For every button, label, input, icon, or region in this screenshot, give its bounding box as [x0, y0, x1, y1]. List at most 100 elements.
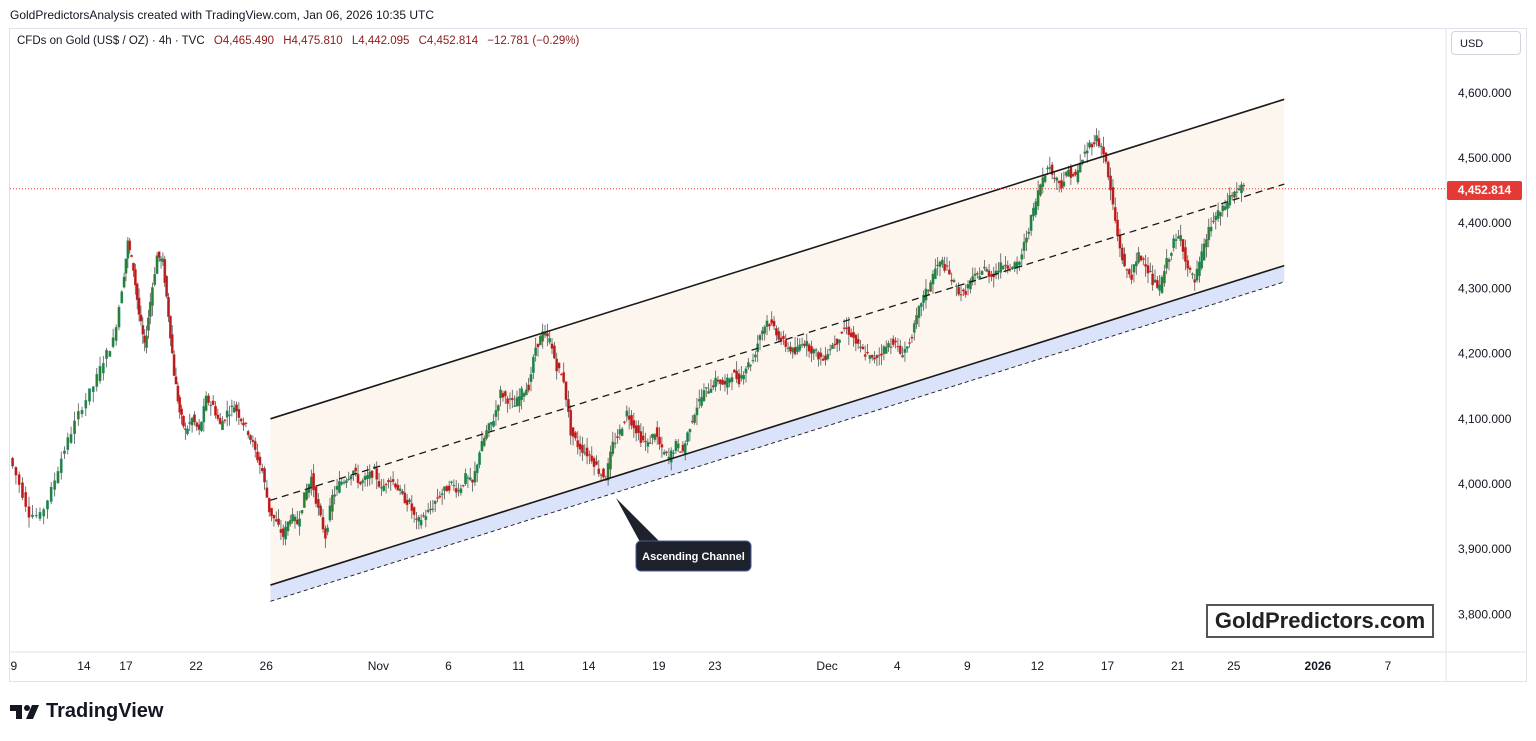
candle-body — [954, 285, 958, 287]
candle-body — [1057, 180, 1061, 184]
x-tick-label: 14 — [582, 659, 596, 673]
candle-body — [270, 507, 273, 517]
last-price-label: 4,452.814 — [1447, 181, 1522, 200]
candle-body — [182, 415, 185, 427]
candle-body — [1092, 142, 1096, 145]
candle-body — [896, 346, 900, 348]
candle-body — [768, 324, 771, 327]
candle-body — [1111, 186, 1115, 205]
candle-body — [232, 407, 236, 413]
candle-body — [452, 484, 456, 487]
candle-body — [936, 264, 939, 267]
candle-body — [1027, 231, 1031, 234]
candle-body — [709, 388, 713, 393]
candle-body — [538, 335, 542, 346]
candle-body — [817, 352, 820, 360]
candle-body — [983, 266, 986, 269]
candle-body — [396, 484, 400, 491]
candle-body — [590, 455, 594, 462]
tradingview-logo[interactable]: TradingView — [10, 700, 163, 723]
candle-body — [1102, 146, 1105, 155]
candle-body — [777, 330, 781, 340]
candle-body — [861, 346, 865, 350]
candle-body — [1022, 241, 1026, 251]
candle-body — [485, 430, 488, 439]
candle-body — [810, 346, 813, 354]
candle-body — [915, 315, 918, 325]
candle-body — [581, 444, 584, 453]
candle-body — [328, 505, 332, 521]
candle-body — [27, 506, 31, 518]
candle-body — [1158, 284, 1162, 291]
candle-body — [536, 343, 540, 348]
candle-body — [312, 473, 316, 491]
x-tick-label: 14 — [77, 659, 91, 673]
candle-body — [1226, 202, 1229, 209]
y-tick-label: 3,900.000 — [1458, 542, 1512, 556]
candle-body — [746, 362, 750, 368]
candle-body — [1064, 172, 1068, 176]
candle-body — [122, 276, 126, 288]
candle-body — [618, 429, 622, 435]
candle-body — [1141, 258, 1145, 261]
candle-body — [1055, 177, 1059, 181]
tradingview-icon — [10, 704, 39, 719]
candle-body — [384, 483, 388, 486]
candle-body — [1137, 252, 1140, 263]
candle-body — [321, 517, 325, 530]
candle-body — [679, 451, 682, 453]
candle-body — [487, 423, 491, 431]
tradingview-wordmark: TradingView — [46, 700, 164, 722]
candle-body — [812, 349, 816, 354]
candle-body — [627, 415, 631, 420]
symbol-legend[interactable]: CFDs on Gold (US$ / OZ) · 4h · TVC O4,46… — [17, 35, 579, 47]
candle-body — [95, 373, 99, 387]
candle-body — [646, 441, 650, 447]
candle-body — [1104, 152, 1108, 162]
candle-body — [625, 410, 629, 417]
candle-body — [300, 510, 304, 514]
y-tick-label: 4,400.000 — [1458, 216, 1512, 230]
candle-body — [1039, 184, 1042, 196]
candle-body — [1062, 181, 1066, 187]
candle-body — [1004, 264, 1007, 267]
candle-body — [632, 420, 636, 429]
x-tick-label: 9 — [10, 659, 17, 673]
candle-body — [274, 519, 278, 522]
candle-body — [482, 437, 486, 446]
candle-body — [167, 297, 170, 317]
candle-body — [155, 255, 159, 274]
candle-body — [630, 414, 633, 426]
candle-body — [639, 431, 643, 443]
candle-body — [880, 353, 883, 356]
y-tick-label: 4,000.000 — [1458, 477, 1512, 491]
candle-body — [723, 380, 727, 385]
candle-body — [1233, 191, 1236, 198]
candle-body — [599, 474, 603, 476]
candle-body — [798, 344, 802, 351]
candle-body — [333, 494, 337, 497]
candle-body — [403, 492, 407, 504]
candle-body — [1046, 167, 1049, 170]
candle-body — [214, 405, 217, 416]
candle-body — [1029, 214, 1033, 231]
candle-body — [786, 347, 790, 349]
candle-body — [349, 476, 353, 480]
candle-body — [291, 514, 294, 522]
candle-body — [503, 391, 507, 397]
candle-body — [912, 323, 916, 333]
candle-body — [368, 471, 372, 479]
candle-body — [389, 480, 393, 483]
candle-body — [1162, 270, 1166, 284]
candle-body — [120, 291, 124, 304]
candle-body — [1209, 226, 1213, 232]
candle-body — [1144, 264, 1147, 267]
candle-body — [903, 348, 907, 353]
candle-body — [267, 497, 271, 513]
candle-body — [478, 452, 481, 465]
candle-body — [854, 334, 858, 344]
candle-body — [235, 404, 238, 412]
candle-body — [443, 486, 446, 491]
currency-button[interactable]: USD — [1451, 31, 1521, 55]
